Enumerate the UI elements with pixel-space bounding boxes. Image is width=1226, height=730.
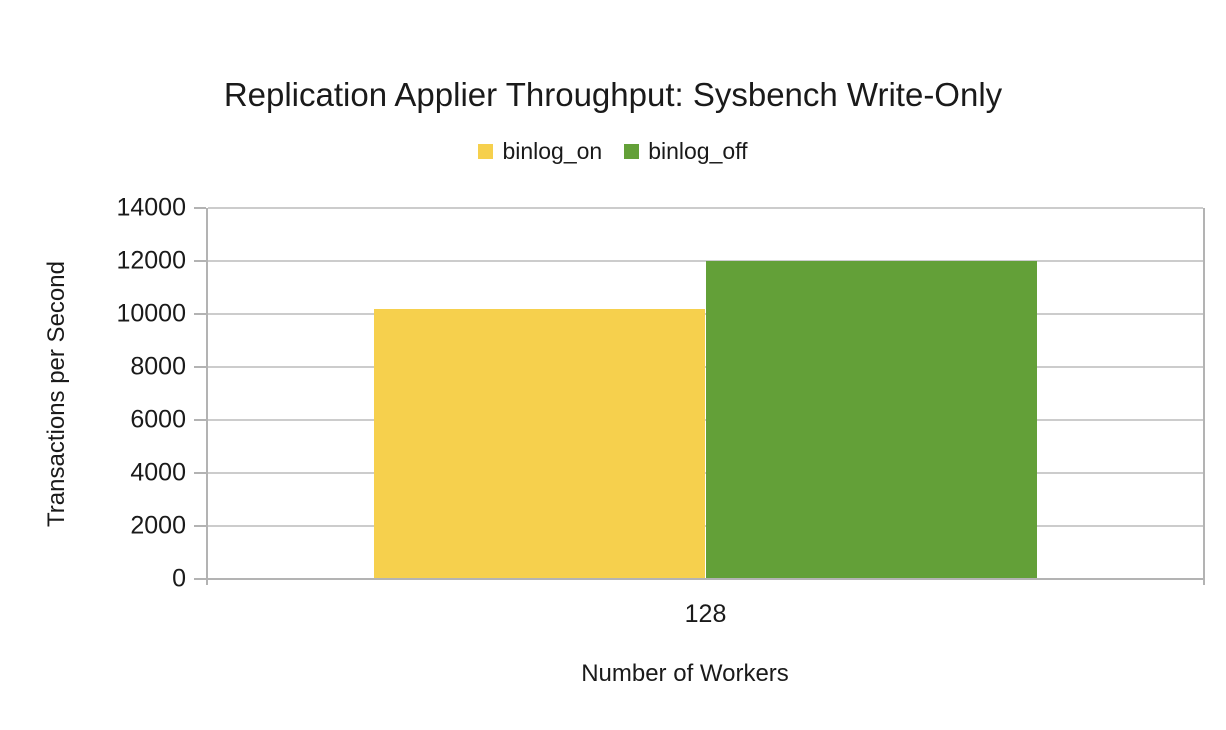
y-axis-title: Transactions per Second: [43, 261, 70, 527]
y-tick-mark: [194, 207, 206, 209]
y-tick-mark: [194, 525, 206, 527]
y-tick-mark: [194, 578, 206, 580]
y-tick-label: 0: [172, 564, 186, 593]
y-tick-mark: [194, 419, 206, 421]
bar-binlog_on: [373, 308, 706, 579]
legend-swatch-icon: [478, 144, 494, 159]
plot-right-border: [1203, 208, 1205, 585]
gridline: [208, 207, 1203, 209]
y-tick-label: 10000: [116, 299, 186, 328]
legend-item-binlog_off: binlog_off: [624, 138, 748, 165]
bar-binlog_off: [705, 261, 1038, 579]
x-axis-title: Number of Workers: [581, 660, 789, 687]
y-tick-mark: [194, 313, 206, 315]
plot-area: 0 2000 4000 6000 8000 10000 12000 14000: [116, 194, 1205, 593]
y-tick-label: 2000: [130, 511, 186, 540]
legend-label: binlog_off: [648, 138, 748, 164]
legend-item-binlog_on: binlog_on: [478, 138, 602, 165]
y-tick-mark: [194, 260, 206, 262]
chart-title: Replication Applier Throughput: Sysbench…: [223, 76, 1003, 113]
x-tick-label: 128: [684, 600, 727, 628]
y-tick-mark: [194, 366, 206, 368]
gridline: [208, 578, 1203, 580]
y-tick-label: 8000: [130, 352, 186, 381]
y-tick-label: 6000: [130, 405, 186, 434]
legend-label: binlog_on: [502, 138, 603, 164]
y-tick-label: 4000: [130, 458, 186, 487]
y-tick-label: 14000: [116, 193, 186, 222]
y-tick-label: 12000: [116, 246, 186, 275]
y-axis-line: [206, 208, 208, 585]
y-tick-mark: [194, 472, 206, 474]
legend-swatch-icon: [624, 144, 640, 159]
legend: binlog_on binlog_off: [0, 138, 1226, 165]
